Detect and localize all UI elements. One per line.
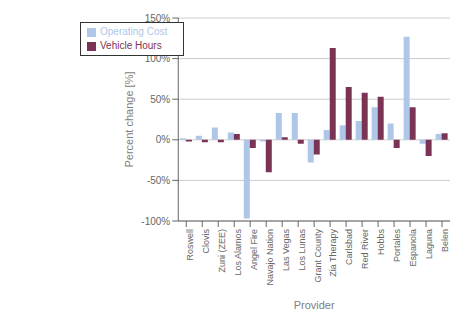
svg-text:Los Alamos: Los Alamos (233, 229, 243, 276)
svg-text:-100%: -100% (141, 216, 170, 227)
svg-text:Hobbs: Hobbs (376, 229, 386, 256)
svg-text:Carlsbad: Carlsbad (344, 229, 354, 265)
svg-text:100%: 100% (145, 53, 171, 64)
html-text:Vehicle Hours: Vehicle Hours (100, 40, 162, 51)
svg-text:Red River: Red River (360, 229, 370, 269)
svg-text:Belen: Belen (440, 229, 450, 252)
svg-text:Zuni (ZEE): Zuni (ZEE) (217, 229, 227, 273)
svg-text:150%: 150% (145, 13, 171, 24)
svg-text:Zia Therapy: Zia Therapy (329, 229, 339, 277)
svg-text:-50%: -50% (147, 175, 170, 186)
svg-text:50%: 50% (150, 94, 170, 105)
svg-text:Portales: Portales (392, 229, 402, 263)
svg-text:Percent change [%]: Percent change [%] (123, 71, 135, 167)
svg-text:Navajo Nation: Navajo Nation (265, 229, 275, 286)
svg-text:Las Vegas: Las Vegas (281, 229, 291, 272)
svg-text:Los Lunas: Los Lunas (297, 229, 307, 271)
svg-text:Provider: Provider (294, 299, 335, 311)
svg-text:Roswell: Roswell (185, 229, 195, 261)
svg-text:Grant County: Grant County (313, 229, 323, 283)
svg-text:0%: 0% (156, 134, 171, 145)
svg-text:Angel Fire: Angel Fire (249, 229, 259, 270)
svg-text:Espanola: Espanola (408, 229, 418, 267)
svg-text:Laguna: Laguna (424, 229, 434, 259)
html-text:Operating Cost: Operating Cost (100, 26, 168, 37)
svg-text:Clovis: Clovis (201, 229, 211, 254)
